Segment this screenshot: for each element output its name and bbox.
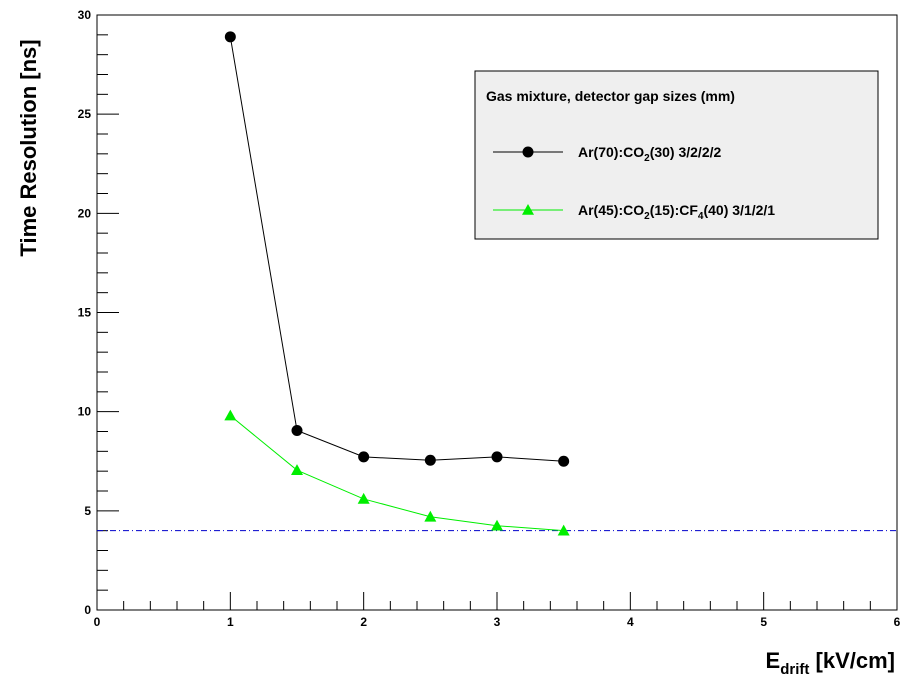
x-tick-label: 2 bbox=[360, 615, 367, 629]
y-tick-label: 15 bbox=[78, 306, 92, 320]
x-tick-label: 0 bbox=[94, 615, 101, 629]
data-point bbox=[291, 464, 303, 475]
legend-label-part: Ar(45):CO bbox=[578, 202, 644, 218]
legend-label-part: Ar(70):CO bbox=[578, 144, 644, 160]
legend-label-subscript: 4 bbox=[698, 211, 704, 222]
data-point bbox=[291, 425, 303, 437]
y-tick-label: 0 bbox=[84, 603, 91, 617]
x-tick-label: 3 bbox=[494, 615, 501, 629]
legend-marker bbox=[522, 146, 534, 158]
x-axis-title: Edrift [kV/cm] bbox=[766, 648, 895, 678]
data-point bbox=[491, 519, 503, 531]
data-point bbox=[424, 454, 436, 466]
y-axis-title: Time Resolution [ns] bbox=[16, 39, 41, 256]
x-tick-label: 4 bbox=[627, 615, 634, 629]
series-line bbox=[229, 36, 564, 462]
y-tick-label: 20 bbox=[78, 206, 92, 220]
legend-label-subscript: 2 bbox=[644, 153, 650, 164]
x-axis-title-sub: drift bbox=[780, 661, 809, 678]
x-tick-label: 5 bbox=[760, 615, 767, 629]
x-tick-label: 1 bbox=[227, 615, 234, 629]
legend-label: Ar(70):CO2(30) 3/2/2/2 bbox=[578, 144, 722, 164]
series-line bbox=[230, 415, 564, 532]
legend-title: Gas mixture, detector gap sizes (mm) bbox=[486, 88, 735, 104]
legend: Gas mixture, detector gap sizes (mm) Ar(… bbox=[474, 70, 879, 240]
data-point bbox=[358, 451, 370, 463]
legend-label-part: (30) 3/2/2/2 bbox=[650, 144, 722, 160]
legend-label-part: (40) 3/1/2/1 bbox=[703, 202, 775, 218]
y-tick-label: 25 bbox=[78, 107, 92, 121]
legend-entries: Ar(70):CO2(30) 3/2/2/2Ar(45):CO2(15):CF4… bbox=[493, 144, 775, 222]
data-point bbox=[357, 492, 370, 504]
legend-label-part: (15):CF bbox=[650, 202, 699, 218]
y-tick-label: 5 bbox=[84, 504, 91, 518]
data-point bbox=[224, 31, 236, 43]
y-tick-label: 30 bbox=[78, 8, 92, 22]
data-point bbox=[557, 524, 570, 536]
legend-marker bbox=[522, 204, 534, 215]
x-axis-title-rest: [kV/cm] bbox=[809, 648, 895, 673]
x-tick-label: 6 bbox=[894, 615, 901, 629]
axis-tick-labels: 0 1 2 3 4 5 6 0 5 10 15 20 25 30 bbox=[78, 8, 901, 629]
data-point bbox=[558, 455, 570, 467]
y-tick-label: 10 bbox=[78, 405, 92, 419]
x-axis-title-main: E bbox=[766, 648, 781, 673]
legend-label-subscript: 2 bbox=[644, 211, 650, 222]
data-series bbox=[224, 31, 570, 536]
data-point bbox=[224, 409, 237, 421]
axis-ticks bbox=[96, 14, 898, 611]
legend-label: Ar(45):CO2(15):CF4(40) 3/1/2/1 bbox=[578, 202, 775, 222]
data-point bbox=[424, 510, 437, 522]
legend-box bbox=[474, 70, 879, 240]
data-point bbox=[491, 451, 503, 463]
